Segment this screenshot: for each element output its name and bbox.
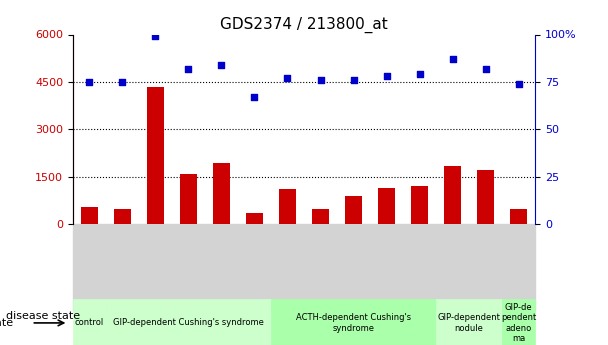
Text: GIP-de
pendent
adeno
ma: GIP-de pendent adeno ma — [501, 303, 536, 343]
Point — [348, 77, 358, 83]
Bar — [81, 207, 98, 224]
Bar — [444, 166, 461, 224]
Bar — [477, 170, 494, 224]
Point — [184, 66, 193, 71]
Point — [382, 73, 392, 79]
Title: GDS2374 / 213800_at: GDS2374 / 213800_at — [220, 17, 388, 33]
Bar — [271, 224, 304, 310]
Point — [514, 81, 523, 87]
Bar — [147, 87, 164, 224]
Bar — [502, 224, 535, 310]
Point — [283, 76, 292, 81]
FancyBboxPatch shape — [271, 299, 436, 345]
Bar — [304, 224, 337, 310]
Bar — [337, 224, 370, 310]
Bar — [139, 224, 172, 310]
Bar — [180, 174, 197, 224]
Point — [151, 34, 161, 39]
Bar — [238, 224, 271, 310]
Text: disease state: disease state — [6, 311, 80, 321]
Text: GIP-dependent
nodule: GIP-dependent nodule — [438, 313, 500, 333]
Bar — [370, 224, 403, 310]
Bar — [510, 209, 527, 224]
Bar — [436, 224, 469, 310]
Bar — [205, 224, 238, 310]
Bar — [279, 189, 295, 224]
Point — [117, 79, 127, 85]
Bar — [469, 224, 502, 310]
FancyBboxPatch shape — [502, 299, 535, 345]
Text: ACTH-dependent Cushing's
syndrome: ACTH-dependent Cushing's syndrome — [296, 313, 411, 333]
FancyBboxPatch shape — [73, 299, 106, 345]
Bar — [73, 224, 106, 310]
Bar — [172, 224, 205, 310]
Bar — [313, 209, 329, 224]
Point — [481, 66, 491, 71]
Bar — [345, 196, 362, 224]
Bar — [213, 162, 230, 224]
FancyBboxPatch shape — [106, 299, 271, 345]
Bar — [411, 186, 428, 224]
Bar — [378, 188, 395, 224]
Text: control: control — [75, 318, 104, 327]
Point — [316, 77, 325, 83]
Point — [415, 72, 424, 77]
Point — [250, 94, 260, 100]
Text: GIP-dependent Cushing's syndrome: GIP-dependent Cushing's syndrome — [113, 318, 264, 327]
Bar — [246, 213, 263, 224]
Point — [216, 62, 226, 68]
Point — [447, 57, 457, 62]
Bar — [114, 209, 131, 224]
Bar — [403, 224, 436, 310]
Text: disease state: disease state — [0, 318, 13, 328]
Bar — [106, 224, 139, 310]
FancyBboxPatch shape — [436, 299, 502, 345]
Point — [85, 79, 94, 85]
